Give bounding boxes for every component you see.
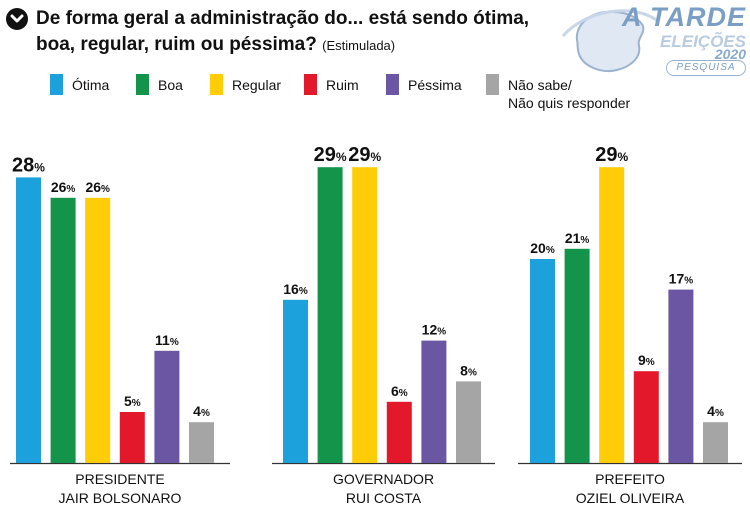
data-label: 21%	[565, 230, 590, 246]
legend-swatch	[386, 74, 399, 95]
legend-label: Não sabe/ Não quis responder	[508, 77, 631, 111]
legend-label: Regular	[232, 77, 282, 93]
legend-item-boa: Boa	[136, 74, 183, 95]
data-label: 16%	[283, 281, 308, 297]
legend-label: Péssima	[408, 77, 462, 93]
question-line-2: boa, regular, ruim ou péssima?	[36, 34, 317, 55]
data-label: 8%	[460, 362, 477, 378]
category-label: OZIEL OLIVEIRA	[576, 490, 685, 506]
data-label: 17%	[669, 271, 694, 287]
legend-swatch	[210, 74, 223, 95]
category-label: JAIR BOLSONARO	[59, 490, 182, 506]
legend-item-otima: Ótima	[50, 74, 109, 95]
bahia-map-icon	[561, 9, 660, 72]
legend-swatch	[50, 74, 63, 95]
bar	[668, 289, 694, 463]
bar	[703, 422, 728, 463]
category-label: GOVERNADOR	[333, 471, 434, 487]
bar	[50, 197, 76, 464]
data-label: 12%	[422, 322, 447, 338]
bar	[85, 197, 111, 464]
bar	[633, 371, 659, 463]
bar	[530, 259, 555, 463]
bar	[16, 177, 41, 463]
logo-year: 2020	[714, 46, 746, 62]
legend-item-pessima: Péssima	[386, 74, 462, 95]
logo-tag: PESQUISA	[666, 60, 746, 76]
data-label: 4%	[193, 403, 210, 419]
bar	[421, 340, 447, 463]
legend-item-ruim: Ruim	[304, 74, 359, 95]
legend-swatch	[486, 74, 499, 95]
legend-item-regular: Regular	[210, 74, 281, 95]
a-tarde-eleicoes-logo: A TARDE ELEIÇÕES 2020 PESQUISA	[555, 0, 750, 80]
legend-label: Boa	[158, 77, 183, 93]
bar	[386, 401, 412, 463]
question-qualifier: (Estimulada)	[322, 38, 396, 53]
data-label: 6%	[391, 383, 408, 399]
data-label: 29%	[348, 144, 381, 166]
legend-label: Ruim	[326, 77, 359, 93]
data-label: 26%	[51, 179, 76, 195]
bar	[564, 248, 590, 463]
bar	[119, 412, 145, 463]
data-label: 28%	[12, 154, 45, 176]
logo-event: ELEIÇÕES	[660, 32, 746, 51]
data-label: 26%	[85, 179, 110, 195]
bar	[317, 167, 343, 463]
data-label: 29%	[314, 144, 347, 166]
data-label: 11%	[155, 332, 179, 348]
data-label: 5%	[124, 393, 141, 409]
data-label: 20%	[530, 240, 555, 256]
legend-label: Ótima	[72, 77, 110, 93]
legend: Ótima Boa Regular Ruim Péssima Não sabe/…	[50, 74, 670, 114]
category-label: PREFEITO	[595, 471, 665, 487]
data-label: 4%	[707, 403, 724, 419]
bar	[189, 422, 214, 463]
bar	[283, 299, 308, 463]
legend-swatch	[136, 74, 149, 95]
bar	[352, 167, 378, 463]
bar	[154, 350, 180, 463]
logo-brand: A TARDE	[622, 2, 746, 32]
bar	[599, 167, 625, 463]
question-line-1: De forma geral a administração do... est…	[36, 8, 530, 29]
data-label: 29%	[595, 144, 628, 166]
legend-swatch	[304, 74, 317, 95]
chart-title: De forma geral a administração do... est…	[36, 6, 536, 59]
bar	[456, 381, 481, 463]
category-label: PRESIDENTE	[75, 471, 164, 487]
category-label: RUI COSTA	[346, 490, 422, 506]
data-label: 9%	[638, 352, 655, 368]
chevron-down-icon	[6, 8, 28, 30]
legend-item-nao-sabe: Não sabe/ Não quis responder	[486, 74, 630, 112]
